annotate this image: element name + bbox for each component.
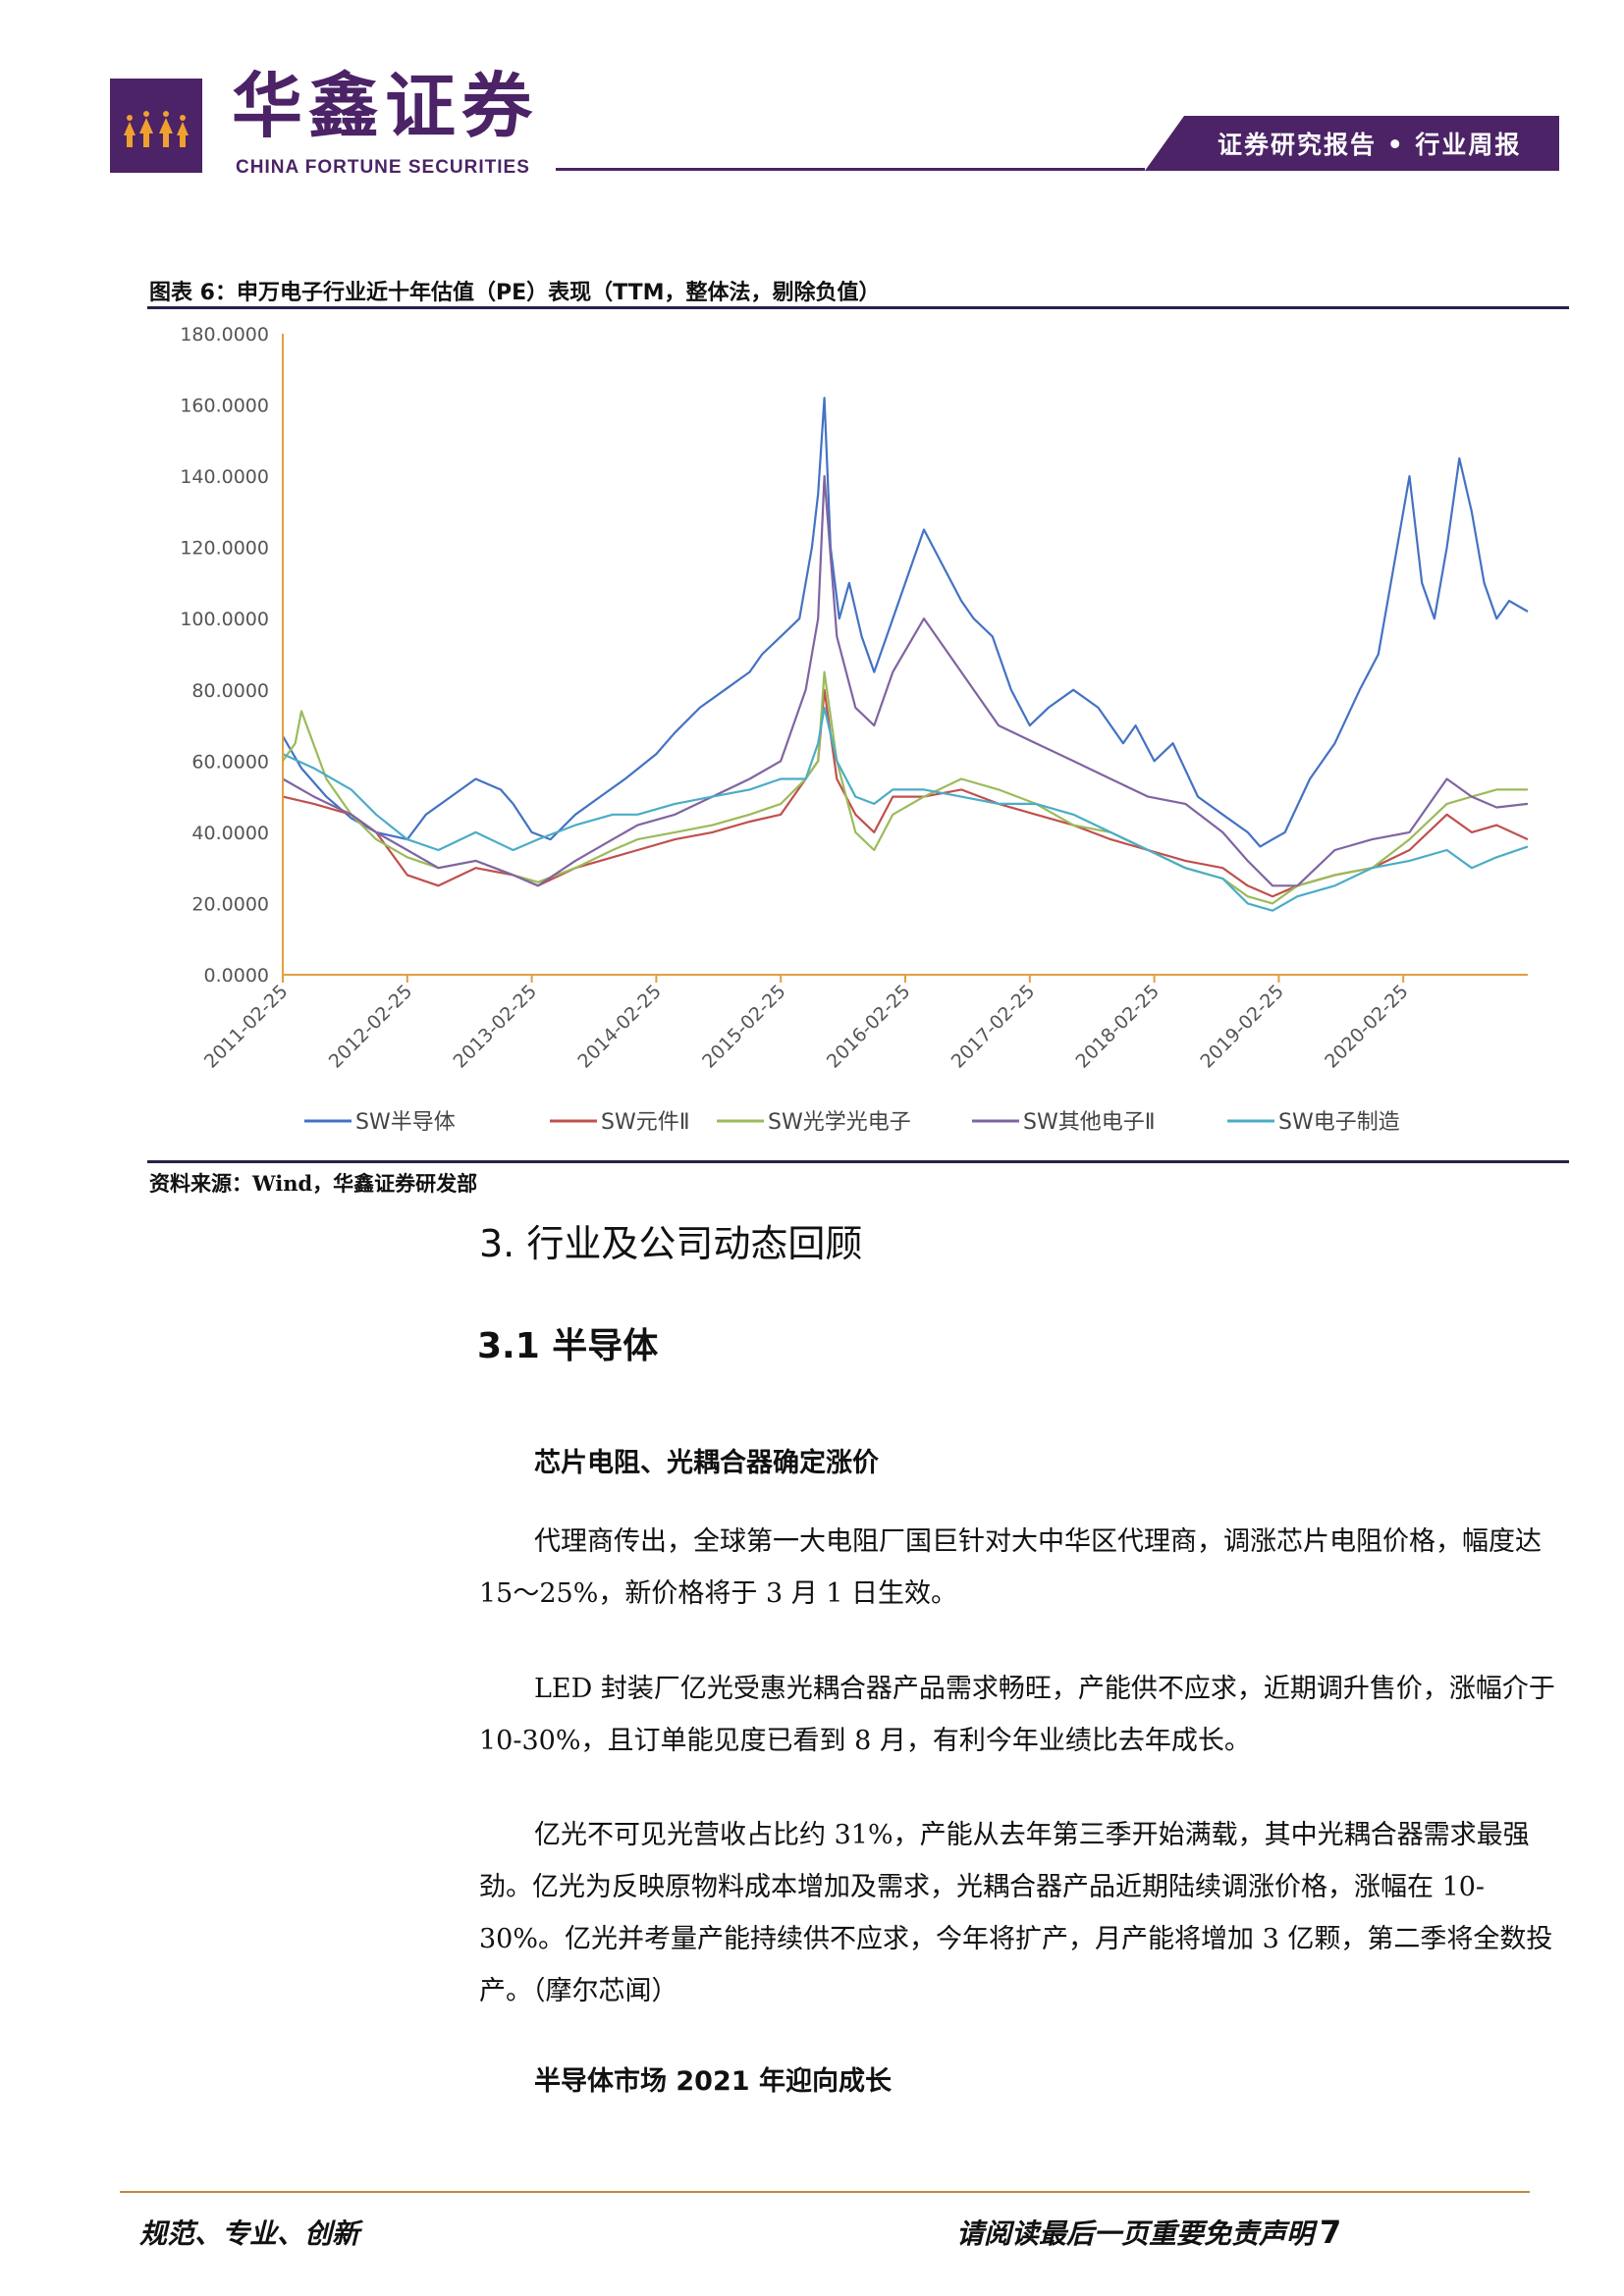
x-tick-label: 2017-02-25 — [947, 981, 1040, 1073]
series-line — [282, 706, 1529, 912]
x-tick-label: 2013-02-25 — [449, 981, 541, 1073]
logo-figures-icon — [124, 111, 189, 147]
company-name-en: CHINA FORTUNE SECURITIES — [236, 157, 530, 178]
paragraph-1: 代理商传出，全球第一大电阻厂国巨针对大中华区代理商，调涨芯片电阻价格，幅度达 1… — [479, 1526, 1542, 1609]
figure-caption: 图表 6：申万电子行业近十年估值（PE）表现（TTM，整体法，剔除负值） — [149, 281, 881, 305]
legend-label: SW其他电子Ⅱ — [1023, 1110, 1156, 1135]
series-line — [282, 475, 1529, 887]
y-tick-label: 60.0000 — [191, 751, 269, 773]
x-tick-label: 2016-02-25 — [823, 981, 915, 1073]
company-logo-mark — [110, 79, 202, 173]
y-tick-label: 20.0000 — [191, 893, 269, 915]
series-line — [282, 670, 1528, 905]
figure-bottom-rule — [147, 1160, 1569, 1163]
subheading-semiconductor-market: 半导体市场 2021 年迎向成长 — [534, 2066, 892, 2097]
figure-top-rule — [147, 306, 1569, 309]
x-tick-label: 2020-02-25 — [1321, 981, 1413, 1073]
x-tick-label: 2012-02-25 — [325, 981, 417, 1073]
legend-label: SW半导体 — [355, 1110, 456, 1135]
banner-notch — [1145, 116, 1184, 171]
legend-label: SW光学光电子 — [768, 1110, 911, 1135]
legend-label: SW元件Ⅱ — [601, 1110, 690, 1135]
pe-chart-svg: 0.0000 20.0000 40.0000 60.0000 80.0000 100.00… — [180, 324, 1529, 1135]
x-tick-label: 2014-02-25 — [573, 981, 666, 1073]
y-tick-label: 100.0000 — [180, 609, 269, 630]
report-type-banner — [1145, 116, 1559, 171]
footer-disclaimer: 请阅读最后一页重要免责声明 7 — [956, 2213, 1341, 2252]
x-tick-label: 2018-02-25 — [1071, 981, 1164, 1073]
footer-divider — [120, 2191, 1530, 2193]
y-tick-label: 140.0000 — [180, 466, 269, 488]
footer-disclaimer-text: 请阅读最后一页重要免责声明 — [956, 2217, 1315, 2250]
legend-label: SW电子制造 — [1278, 1110, 1400, 1135]
y-tick-label: 180.0000 — [180, 324, 269, 346]
y-tick-label: 120.0000 — [180, 538, 269, 560]
subheading-chip-resistor: 芯片电阻、光耦合器确定涨价 — [534, 1448, 879, 1478]
y-tick-label: 80.0000 — [191, 680, 269, 702]
x-tick-label: 2015-02-25 — [698, 981, 790, 1073]
page-number: 7 — [1320, 2214, 1342, 2251]
pe-chart: 0.0000 20.0000 40.0000 60.0000 80.0000 100.00… — [147, 310, 1569, 1158]
x-tick-label: 2011-02-25 — [200, 981, 293, 1073]
series-line — [282, 688, 1529, 898]
y-tick-label: 40.0000 — [191, 823, 269, 844]
figure-source: 资料来源：Wind，华鑫证券研发部 — [149, 1171, 478, 1196]
paragraph-2: LED 封装厂亿光受惠光耦合器产品需求畅旺，产能供不应求，近期调升售价，涨幅介于… — [479, 1674, 1555, 1756]
series-line — [282, 397, 1529, 848]
paragraph-3: 亿光不可见光营收占比约 31%，产能从去年第三季开始满载，其中光耦合器需求最强劲… — [479, 1820, 1553, 2006]
y-tick-label: 160.0000 — [180, 396, 269, 417]
header-divider — [556, 168, 1184, 171]
section-heading-3-1: 3.1 半导体 — [477, 1326, 659, 1366]
footer-slogan: 规范、专业、创新 — [139, 2217, 360, 2250]
y-tick-label: 0.0000 — [204, 965, 269, 987]
section-heading-3: 3. 行业及公司动态回顾 — [479, 1222, 863, 1265]
company-name-cn: 华鑫证券 — [232, 65, 539, 147]
x-tick-label: 2019-02-25 — [1196, 981, 1288, 1073]
report-type-label: 证券研究报告 • 行业周报 — [1218, 131, 1522, 159]
